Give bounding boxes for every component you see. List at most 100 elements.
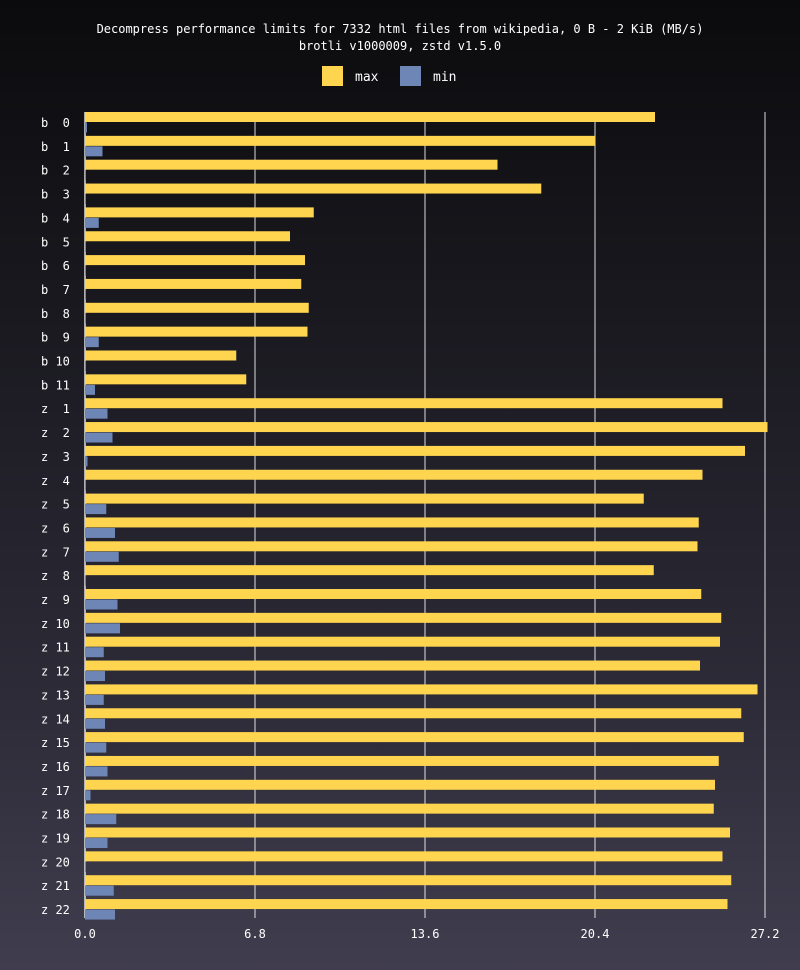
bar-max: [85, 278, 302, 289]
category-label: b 4: [41, 211, 70, 225]
bar-max: [85, 612, 722, 623]
bar-max: [85, 589, 702, 599]
x-tick-label: 0.0: [74, 927, 96, 941]
bar-max: [85, 875, 732, 886]
category-label: b 6: [41, 259, 70, 273]
category-label: b 7: [41, 283, 70, 297]
legend: max min: [322, 66, 456, 86]
bar-max: [85, 374, 247, 385]
bar-max: [85, 302, 309, 313]
chart-subtitle: brotli v1000009, zstd v1.5.0: [299, 39, 501, 53]
x-tick-label: 27.2: [751, 927, 780, 941]
bar-min: [85, 671, 105, 682]
category-label: z 5: [41, 498, 70, 512]
bar-max: [85, 112, 655, 122]
category-label: z 4: [41, 474, 70, 488]
chart-title: Decompress performance limits for 7332 h…: [97, 22, 704, 36]
bar-min: [85, 504, 107, 515]
bar-min: [85, 384, 95, 395]
x-tick-label: 13.6: [411, 927, 440, 941]
category-label: b 0: [41, 116, 70, 130]
bar-min: [85, 766, 108, 777]
category-label: z 7: [41, 545, 70, 559]
bar-min: [85, 623, 120, 634]
category-label: z 15: [41, 736, 70, 750]
category-label: z 3: [41, 450, 70, 464]
bar-min: [85, 432, 113, 443]
category-label: z 17: [41, 784, 70, 798]
bar-max: [85, 803, 714, 814]
bar-min: [85, 289, 86, 300]
category-label: z 22: [41, 903, 70, 917]
bar-max: [85, 398, 723, 409]
bar-max: [85, 231, 290, 242]
bar-max: [85, 183, 542, 194]
x-tick-label: 6.8: [244, 927, 266, 941]
bar-min: [85, 527, 115, 538]
bar-min: [85, 647, 104, 658]
bar-min: [85, 480, 86, 491]
bar-min: [85, 814, 117, 825]
bar-min: [85, 909, 115, 920]
category-label: b 9: [41, 331, 70, 345]
bar-min: [85, 217, 99, 228]
category-label: b 10: [41, 355, 70, 369]
bar-min: [85, 885, 114, 896]
category-label: b 1: [41, 140, 70, 154]
category-label: z 8: [41, 569, 70, 583]
category-labels: b 0 b 1 b 2 b 3 b 4 b 5 b 6 b 7 b 8 b 9 b 10 b 11 z …: [41, 116, 70, 917]
bar-min: [85, 456, 88, 467]
legend-label-max: max: [355, 70, 379, 85]
bar-max: [85, 350, 237, 361]
bar-min: [85, 265, 86, 276]
category-label: z 12: [41, 665, 70, 679]
category-label: z 9: [41, 593, 70, 607]
bar-max: [85, 827, 730, 838]
bar-max: [85, 636, 720, 647]
category-label: z 21: [41, 879, 70, 893]
bar-min: [85, 122, 87, 133]
category-label: z 2: [41, 426, 70, 440]
category-label: b 3: [41, 188, 70, 202]
category-label: z 1: [41, 402, 70, 416]
bar-min: [85, 694, 104, 705]
bar-min: [85, 170, 86, 181]
bar-max: [85, 326, 308, 337]
bar-max: [85, 684, 758, 695]
legend-label-min: min: [433, 70, 456, 85]
legend-swatch-max: [322, 66, 343, 86]
bar-max: [85, 541, 698, 552]
category-label: b 11: [41, 378, 70, 392]
category-label: z 13: [41, 688, 70, 702]
bar-max: [85, 493, 644, 504]
category-label: z 20: [41, 855, 70, 869]
bar-min: [85, 861, 86, 872]
bar-max: [85, 445, 745, 456]
bar-max: [85, 255, 305, 266]
category-label: z 11: [41, 641, 70, 655]
bar-min: [85, 408, 108, 419]
category-label: z 10: [41, 617, 70, 631]
category-label: z 6: [41, 521, 70, 535]
bar-max: [85, 565, 654, 576]
bar-min: [85, 241, 86, 252]
bar-min: [85, 790, 91, 801]
bar-min: [85, 742, 107, 753]
bar-min: [85, 361, 86, 371]
bar-min: [85, 718, 105, 729]
bar-min: [85, 337, 99, 348]
bar-min: [85, 838, 108, 848]
category-label: z 14: [41, 712, 70, 726]
legend-swatch-min: [400, 66, 421, 86]
bar-min: [85, 313, 86, 324]
bar-min: [85, 599, 118, 610]
bar-max: [85, 732, 744, 743]
category-label: b 5: [41, 235, 70, 249]
bar-max: [85, 422, 768, 433]
bar-max: [85, 851, 723, 862]
category-label: z 19: [41, 832, 70, 846]
bar-max: [85, 159, 498, 170]
bar-max: [85, 517, 699, 528]
bar-min: [85, 551, 119, 562]
